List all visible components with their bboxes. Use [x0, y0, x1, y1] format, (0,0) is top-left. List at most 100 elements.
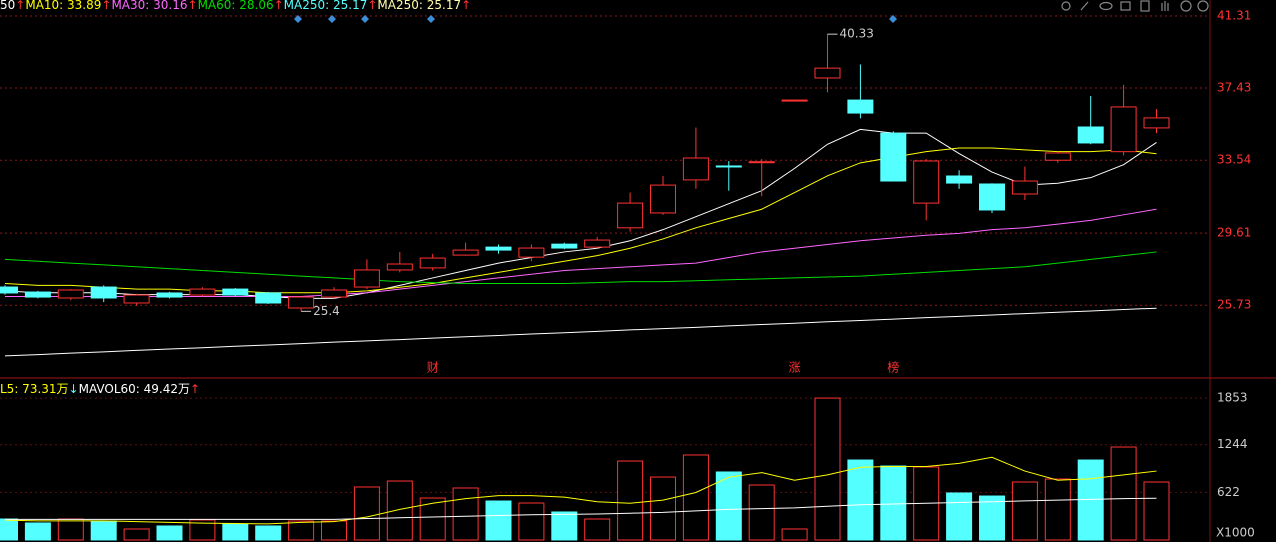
volume-bar: [518, 502, 545, 541]
volume-bar: [189, 519, 216, 541]
volume-bar: [452, 487, 479, 541]
candle-body: [551, 243, 578, 249]
candle-body: [518, 247, 545, 258]
volume-bar: [715, 471, 742, 541]
legend-label: MA250: 25.17: [283, 0, 368, 12]
legend-item: MA10: 33.89↑: [25, 0, 111, 12]
high-label: 40.33: [840, 27, 874, 41]
volume-bar: [814, 397, 841, 541]
y-tick-label: 1244: [1217, 437, 1248, 451]
y-tick-label: 37.43: [1217, 81, 1251, 95]
y-tick-label: 29.61: [1217, 226, 1251, 240]
volume-bar: [979, 495, 1005, 541]
y-tick-label: 41.31: [1217, 8, 1251, 22]
event-marker: [294, 15, 302, 23]
candle-body: [1143, 117, 1170, 129]
ma-line: [4, 251, 1157, 284]
legend-arrow: ↑: [190, 382, 201, 396]
volume-bar: [946, 492, 973, 541]
volume-bar: [847, 459, 874, 541]
volume-bar: [485, 500, 512, 541]
tool-zoom-out[interactable]: [1197, 0, 1209, 12]
toolbar[interactable]: [1061, 0, 1209, 12]
volume-bar: [386, 480, 413, 541]
volume-bar: [584, 518, 611, 541]
volume-bar: [682, 454, 709, 541]
event-label: 财: [427, 361, 439, 375]
tool-view[interactable]: [1099, 1, 1113, 11]
volume-bar: [90, 520, 117, 541]
price-legend: 50↑MA10: 33.89↑MA30: 30.16↑MA60: 28.06↑M…: [0, 0, 471, 12]
volume-bar: [419, 497, 446, 541]
candle-body: [288, 296, 315, 309]
volume-bar: [222, 523, 249, 541]
candle-body: [946, 175, 973, 184]
legend-label: MA250: 25.17: [377, 0, 462, 12]
candle-body: [682, 157, 709, 181]
legend-label: L5: 73.31万: [0, 382, 69, 396]
candle-body: [386, 263, 413, 271]
volume-bar: [617, 460, 644, 541]
candle-body: [353, 269, 380, 288]
unit-label: X1000: [1216, 526, 1255, 540]
event-label: 榜: [887, 360, 899, 375]
candle-body: [1077, 126, 1104, 144]
candle-body: [0, 286, 18, 294]
legend-arrow: ↓: [68, 382, 79, 396]
volume-bar: [57, 518, 84, 541]
candle-body: [913, 160, 940, 204]
legend-arrow: ↑: [367, 0, 378, 12]
volume-bar: [1143, 481, 1170, 541]
tool-zoom-in[interactable]: [1180, 0, 1192, 12]
tool-store[interactable]: [1120, 1, 1131, 11]
candle-body: [715, 165, 742, 168]
volume-legend: L5: 73.31万↓MAVOL60: 49.42万↑: [0, 380, 200, 397]
volume-bar: [288, 520, 315, 541]
volume-bar: [551, 511, 578, 541]
legend-item: MA30: 30.16↑: [111, 0, 197, 12]
candle-body: [814, 67, 841, 79]
ma-line: [4, 307, 1157, 357]
volume-bar: [748, 484, 775, 541]
volume-bar: [0, 518, 18, 541]
legend-arrow: ↑: [187, 0, 198, 12]
candle-body: [123, 294, 150, 304]
y-tick-label: 33.54: [1217, 153, 1251, 167]
candle-body: [1011, 180, 1038, 195]
legend-label: MA60: 28.06: [197, 0, 274, 12]
volume-ma-line: [4, 456, 1157, 525]
ma-line: [5, 208, 1157, 297]
event-marker: [427, 15, 435, 23]
y-tick-label: 1853: [1217, 391, 1248, 405]
legend-arrow: ↑: [15, 0, 26, 12]
candle-body: [255, 292, 282, 304]
tool-delete[interactable]: [1140, 0, 1150, 12]
tool-hand[interactable]: [1161, 1, 1169, 11]
legend-arrow: ↑: [461, 0, 472, 12]
tool-draw[interactable]: [1080, 1, 1089, 11]
candle-body: [1044, 152, 1071, 161]
candle-body: [485, 246, 512, 251]
tool-settings[interactable]: [1061, 1, 1071, 11]
candle-body: [748, 161, 775, 164]
candle-body: [222, 288, 249, 296]
legend-item: MA250: 25.17↑: [284, 0, 378, 12]
candle-body: [189, 288, 216, 296]
legend-item: MA60: 28.06↑: [198, 0, 284, 12]
candle-body: [452, 249, 479, 256]
volume-bar: [1110, 446, 1137, 541]
candle-body: [847, 99, 874, 114]
candle-body: [321, 289, 347, 298]
volume-ma-line: [5, 497, 1157, 520]
volume-bar: [1044, 478, 1071, 541]
volume-bar: [255, 525, 282, 541]
candle-body: [419, 257, 446, 269]
legend-arrow: ↑: [273, 0, 284, 12]
volume-bar: [123, 528, 150, 541]
volume-bar: [781, 528, 808, 541]
legend-item: L5: 73.31万↓: [0, 382, 79, 396]
candle-body: [880, 132, 907, 182]
event-label: 涨: [789, 360, 801, 375]
volume-bar: [156, 525, 183, 541]
